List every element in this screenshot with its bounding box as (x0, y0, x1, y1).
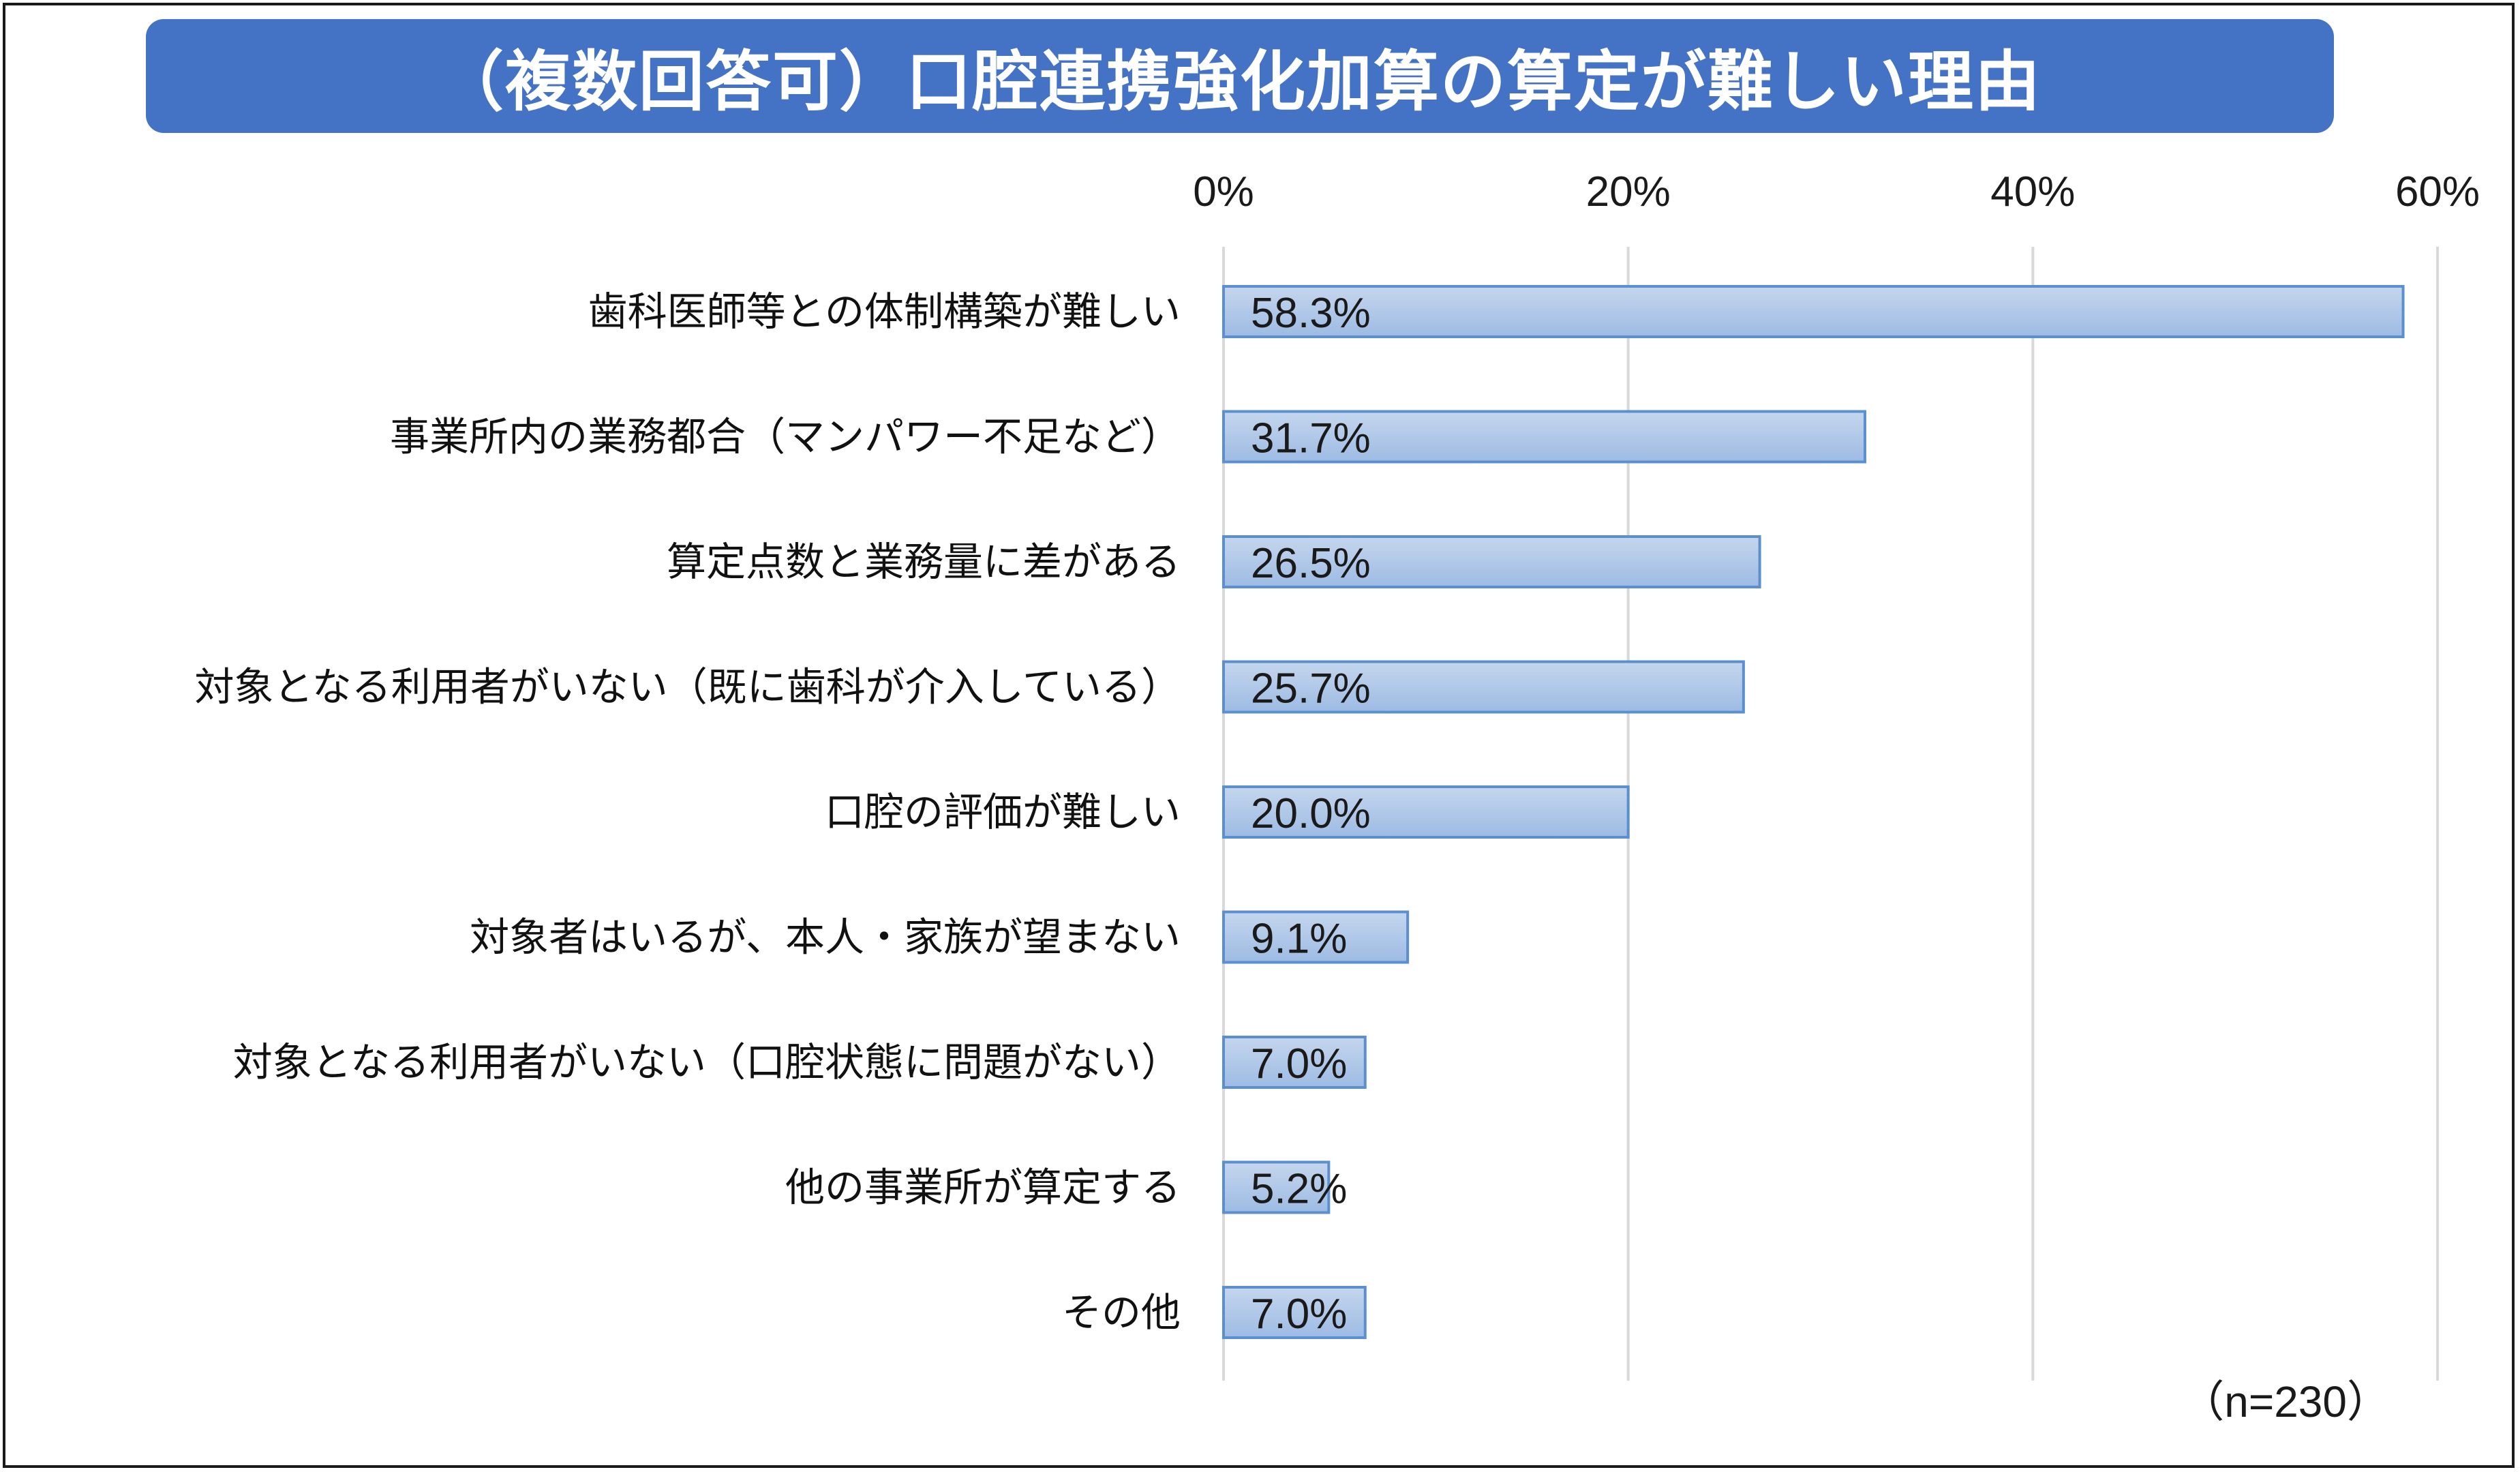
x-tick-label-60: 60% (2395, 168, 2480, 215)
category-label-4: 対象となる利用者がいない（既に歯科が介入している） (194, 664, 1181, 710)
chart-frame (3, 3, 2515, 1468)
data-label-5: 20.0% (1251, 790, 1371, 837)
data-label-8: 5.2% (1251, 1166, 1347, 1213)
bar-8 (1222, 1160, 1331, 1214)
bar-2 (1222, 410, 1866, 464)
category-label-3: 算定点数と業務量に差がある (667, 539, 1181, 585)
category-label-2: 事業所内の業務都合（マンパワー不足など） (390, 414, 1181, 460)
bar-7 (1222, 1036, 1367, 1089)
sample-size-note: （n=230） (2181, 1377, 2390, 1426)
x-tick-label-0: 0% (1193, 168, 1254, 215)
bar-6 (1222, 910, 1410, 964)
title-banner: （複数回答可）口腔連携強化加算の算定が難しい理由 (146, 19, 2334, 133)
category-label-1: 歯科医師等との体制構築が難しい (588, 288, 1181, 335)
data-label-3: 26.5% (1251, 540, 1371, 587)
bar-4 (1222, 660, 1745, 714)
data-label-4: 25.7% (1251, 665, 1371, 712)
x-tick-label-40: 40% (1990, 168, 2075, 215)
category-label-9: その他 (1062, 1289, 1181, 1336)
data-label-1: 58.3% (1251, 290, 1371, 337)
category-label-5: 口腔の評価が難しい (825, 789, 1181, 835)
data-label-2: 31.7% (1251, 415, 1371, 462)
chart-title: （複数回答可）口腔連携強化加算の算定が難しい理由 (438, 44, 2041, 120)
category-label-8: 他の事業所が算定する (785, 1165, 1181, 1211)
category-label-7: 対象となる利用者がいない（口腔状態に問題がない） (233, 1039, 1181, 1085)
bar-5 (1222, 785, 1630, 839)
data-label-9: 7.0% (1251, 1291, 1347, 1338)
bar-3 (1222, 535, 1761, 588)
bar-9 (1222, 1286, 1367, 1339)
x-tick-label-20: 20% (1586, 168, 1671, 215)
data-label-6: 9.1% (1251, 916, 1347, 963)
category-label-6: 対象者はいるが、本人・家族が望まない (470, 914, 1181, 961)
data-label-7: 7.0% (1251, 1040, 1347, 1087)
bar-1 (1222, 285, 2405, 338)
